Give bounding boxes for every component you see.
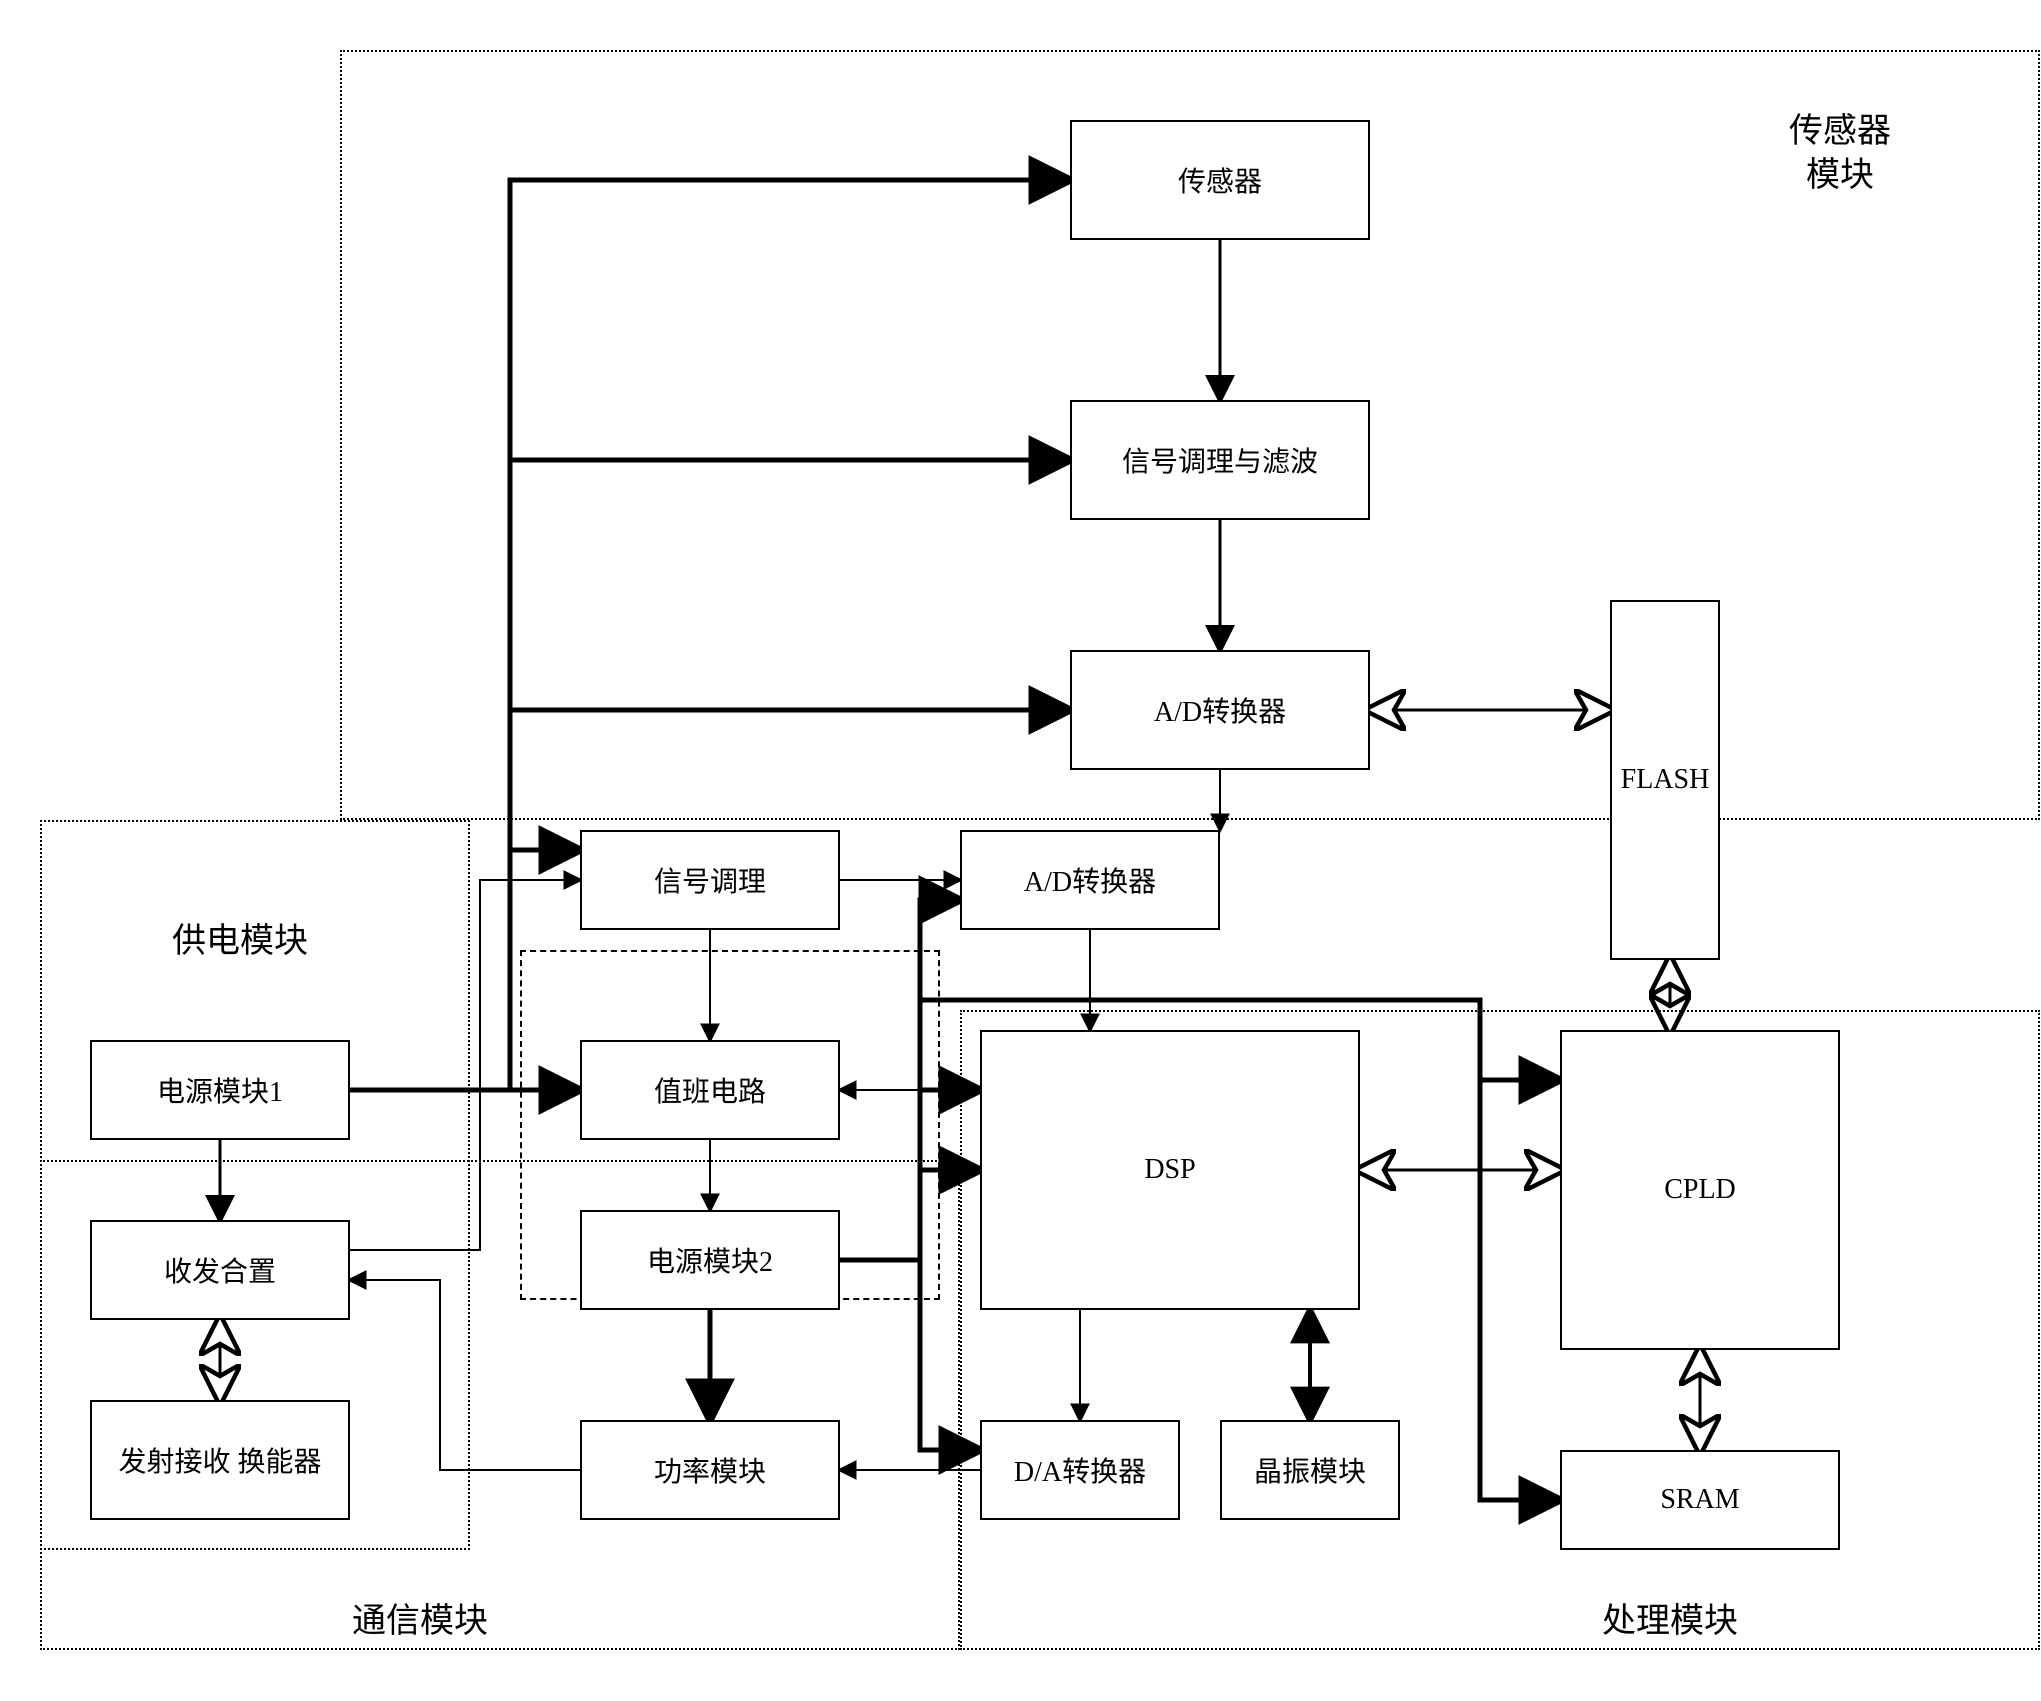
label-power-module: 供电模块 bbox=[140, 920, 340, 964]
node-crystal: 晶振模块 bbox=[1220, 1420, 1400, 1520]
node-cpld: CPLD bbox=[1560, 1030, 1840, 1350]
node-power-amp: 功率模块 bbox=[580, 1420, 840, 1520]
node-sensor: 传感器 bbox=[1070, 120, 1370, 240]
node-power-2: 电源模块2 bbox=[580, 1210, 840, 1310]
node-signal-cond: 信号调理 bbox=[580, 830, 840, 930]
node-duty-circuit: 值班电路 bbox=[580, 1040, 840, 1140]
node-transducer: 发射接收 换能器 bbox=[90, 1400, 350, 1520]
node-dsp: DSP bbox=[980, 1030, 1360, 1310]
label-sensor-module: 传感器 模块 bbox=[1740, 110, 1940, 198]
node-flash: FLASH bbox=[1610, 600, 1720, 960]
node-adc-2: A/D转换器 bbox=[960, 830, 1220, 930]
node-txrx-combo: 收发合置 bbox=[90, 1220, 350, 1320]
node-dac: D/A转换器 bbox=[980, 1420, 1180, 1520]
node-power-1: 电源模块1 bbox=[90, 1040, 350, 1140]
label-comm-module: 通信模块 bbox=[320, 1600, 520, 1644]
node-sram: SRAM bbox=[1560, 1450, 1840, 1550]
label-proc-module: 处理模块 bbox=[1570, 1600, 1770, 1644]
node-adc-1: A/D转换器 bbox=[1070, 650, 1370, 770]
node-signal-filter: 信号调理与滤波 bbox=[1070, 400, 1370, 520]
